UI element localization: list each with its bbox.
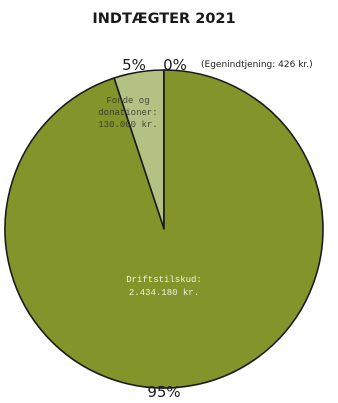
slice-label-driftstilskud: Driftstilskud: 2.434.180 kr. (126, 275, 202, 298)
percent-label-driftstilskud: 95% (147, 383, 180, 401)
slice-label-fonde-line: 130.000 kr. (98, 120, 157, 130)
chart-title: INDTÆGTER 2021 (92, 11, 235, 27)
pie-slices (4, 69, 324, 389)
slice-label-driftstilskud-line: Driftstilskud: (126, 275, 202, 285)
slice-label-fonde-line: Fonde og (106, 96, 149, 106)
percent-label-egenindtjening: 0% (163, 56, 187, 74)
slice-label-fonde: Fonde og donationer: 130.000 kr. (98, 96, 157, 130)
slice-label-fonde-line: donationer: (98, 108, 157, 118)
egenindtjening-note: (Egenindtjening: 426 kr.) (201, 60, 313, 70)
slice-labels: Driftstilskud: 2.434.180 kr. Fonde og donat… (98, 96, 202, 298)
percent-label-fonde: 5% (122, 56, 146, 74)
slice-label-driftstilskud-line: 2.434.180 kr. (129, 288, 199, 298)
slice-driftstilskud (4, 69, 324, 389)
